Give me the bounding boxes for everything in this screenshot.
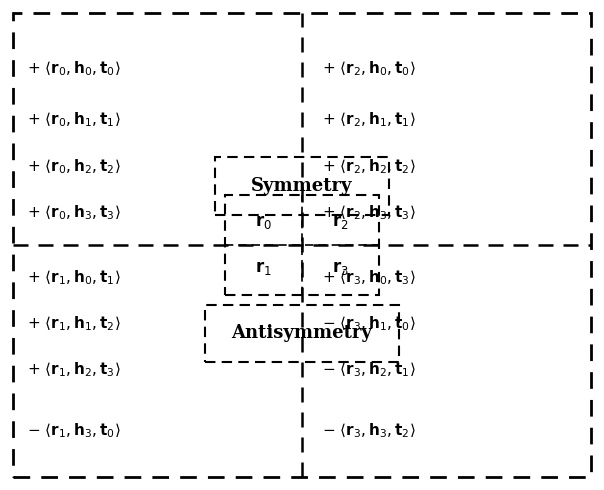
Text: $+$ $\langle\mathbf{r}_{3}, \mathbf{h}_{0}, \mathbf{t}_{3}\rangle$: $+$ $\langle\mathbf{r}_{3}, \mathbf{h}_{… <box>322 268 416 287</box>
Text: $+$ $\langle\mathbf{r}_{0}, \mathbf{h}_{2}, \mathbf{t}_{2}\rangle$: $+$ $\langle\mathbf{r}_{0}, \mathbf{h}_{… <box>27 157 121 175</box>
Bar <box>225 196 379 294</box>
Text: $+$ $\langle\mathbf{r}_{2}, \mathbf{h}_{2}, \mathbf{t}_{2}\rangle$: $+$ $\langle\mathbf{r}_{2}, \mathbf{h}_{… <box>322 157 416 175</box>
Text: $\mathbf{r}_2$: $\mathbf{r}_2$ <box>332 213 349 231</box>
Text: $+$ $\langle\mathbf{r}_{2}, \mathbf{h}_{1}, \mathbf{t}_{1}\rangle$: $+$ $\langle\mathbf{r}_{2}, \mathbf{h}_{… <box>322 111 416 129</box>
Text: Symmetry: Symmetry <box>251 177 353 196</box>
Text: $+$ $\langle\mathbf{r}_{1}, \mathbf{h}_{2}, \mathbf{t}_{3}\rangle$: $+$ $\langle\mathbf{r}_{1}, \mathbf{h}_{… <box>27 361 121 379</box>
Bar <box>205 305 399 362</box>
Text: $-$ $\langle\mathbf{r}_{3}, \mathbf{h}_{1}, \mathbf{t}_{0}\rangle$: $-$ $\langle\mathbf{r}_{3}, \mathbf{h}_{… <box>322 315 416 333</box>
Text: $+$ $\langle\mathbf{r}_{1}, \mathbf{h}_{0}, \mathbf{t}_{1}\rangle$: $+$ $\langle\mathbf{r}_{1}, \mathbf{h}_{… <box>27 268 121 287</box>
Text: $+$ $\langle\mathbf{r}_{2}, \mathbf{h}_{0}, \mathbf{t}_{0}\rangle$: $+$ $\langle\mathbf{r}_{2}, \mathbf{h}_{… <box>322 60 416 78</box>
Bar <box>215 157 389 215</box>
Text: $+$ $\langle\mathbf{r}_{2}, \mathbf{h}_{3}, \mathbf{t}_{3}\rangle$: $+$ $\langle\mathbf{r}_{2}, \mathbf{h}_{… <box>322 203 416 222</box>
Text: Antisymmetry: Antisymmetry <box>231 324 373 343</box>
Text: $+$ $\langle\mathbf{r}_{0}, \mathbf{h}_{3}, \mathbf{t}_{3}\rangle$: $+$ $\langle\mathbf{r}_{0}, \mathbf{h}_{… <box>27 203 121 222</box>
Text: $\mathbf{r}_0$: $\mathbf{r}_0$ <box>255 213 272 231</box>
Text: $-$ $\langle\mathbf{r}_{3}, \mathbf{h}_{2}, \mathbf{t}_{1}\rangle$: $-$ $\langle\mathbf{r}_{3}, \mathbf{h}_{… <box>322 361 416 379</box>
Text: $+$ $\langle\mathbf{r}_{1}, \mathbf{h}_{1}, \mathbf{t}_{2}\rangle$: $+$ $\langle\mathbf{r}_{1}, \mathbf{h}_{… <box>27 315 121 333</box>
Text: $+$ $\langle\mathbf{r}_{0}, \mathbf{h}_{1}, \mathbf{t}_{1}\rangle$: $+$ $\langle\mathbf{r}_{0}, \mathbf{h}_{… <box>27 111 121 129</box>
Text: $\mathbf{r}_3$: $\mathbf{r}_3$ <box>332 259 349 277</box>
Text: $-$ $\langle\mathbf{r}_{3}, \mathbf{h}_{3}, \mathbf{t}_{2}\rangle$: $-$ $\langle\mathbf{r}_{3}, \mathbf{h}_{… <box>322 421 416 440</box>
Text: $-$ $\langle\mathbf{r}_{1}, \mathbf{h}_{3}, \mathbf{t}_{0}\rangle$: $-$ $\langle\mathbf{r}_{1}, \mathbf{h}_{… <box>27 421 121 440</box>
Text: $\mathbf{r}_1$: $\mathbf{r}_1$ <box>255 259 272 277</box>
Text: $+$ $\langle\mathbf{r}_{0}, \mathbf{h}_{0}, \mathbf{t}_{0}\rangle$: $+$ $\langle\mathbf{r}_{0}, \mathbf{h}_{… <box>27 60 121 78</box>
